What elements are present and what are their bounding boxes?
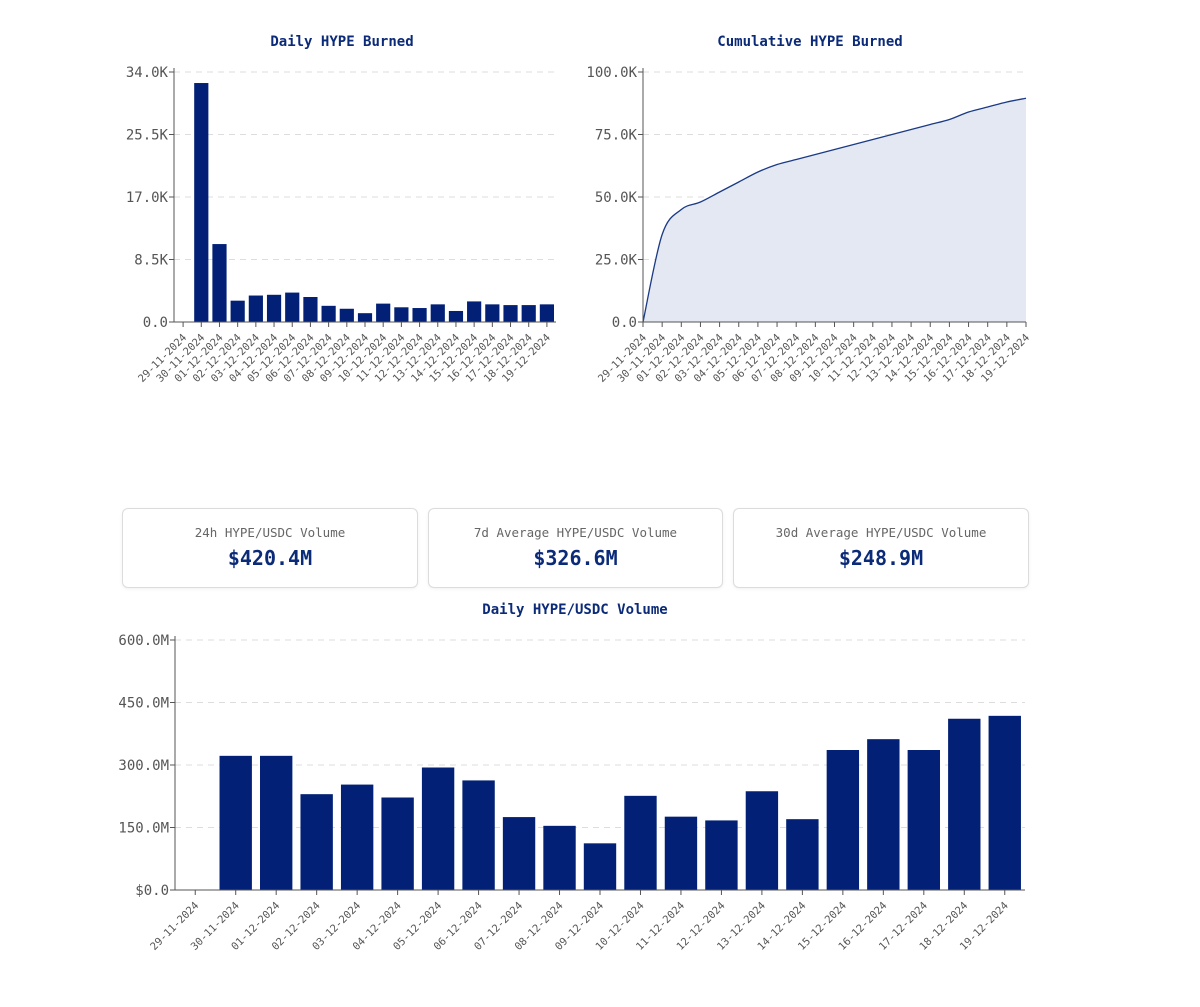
y-tick-label: 50.0K [595, 190, 638, 206]
stat-card-24h: 24h HYPE/USDC Volume $420.4M [122, 508, 418, 588]
daily-volume-chart: $0.0150.0M300.0M450.0M600.0M29-11-202430… [118, 633, 1025, 953]
bar [339, 308, 354, 322]
stat-label-7d: 7d Average HYPE/USDC Volume [473, 525, 678, 540]
bar [219, 755, 252, 890]
y-tick-label: 0.0 [612, 315, 637, 331]
daily-burn-chart: 0.08.5K17.0K25.5K34.0K29-11-202430-11-20… [126, 65, 556, 385]
area-fill [643, 98, 1026, 322]
bar [340, 784, 374, 890]
bar [248, 295, 263, 322]
bar [321, 305, 336, 322]
bar [260, 755, 293, 890]
bar [212, 244, 227, 322]
stat-label-30d: 30d Average HYPE/USDC Volume [775, 525, 987, 540]
bar [266, 294, 282, 322]
bar [664, 816, 698, 890]
bar [357, 313, 373, 322]
bar [448, 310, 464, 322]
bar [421, 767, 455, 890]
y-tick-label: 300.0M [118, 758, 169, 774]
bar [988, 715, 1021, 890]
y-tick-label: 25.5K [126, 128, 169, 144]
bar [485, 304, 500, 322]
cumulative-burn-title: Cumulative HYPE Burned [717, 34, 903, 50]
y-tick-label: 8.5K [134, 253, 168, 269]
bar [907, 750, 940, 890]
y-tick-label: 25.0K [595, 253, 638, 269]
bar [303, 297, 318, 322]
bar [412, 308, 427, 322]
cumulative-burn-chart: 0.025.0K50.0K75.0K100.0K29-11-202430-11-… [586, 65, 1032, 385]
y-tick-label: 75.0K [595, 128, 638, 144]
stat-value-24h: $420.4M [227, 546, 313, 570]
bar [394, 307, 409, 322]
bar [230, 300, 245, 322]
bar [745, 791, 779, 890]
bar [194, 83, 209, 322]
bar [502, 817, 536, 890]
bar [430, 304, 445, 322]
bar [467, 301, 482, 322]
stat-card-7d: 7d Average HYPE/USDC Volume $326.6M [428, 508, 723, 588]
stat-value-7d: $326.6M [533, 546, 618, 570]
y-tick-label: 34.0K [126, 65, 169, 81]
stat-card-30d: 30d Average HYPE/USDC Volume $248.9M [733, 508, 1029, 588]
bar [376, 303, 391, 322]
y-tick-label: 150.0M [118, 821, 169, 837]
y-tick-label: 450.0M [118, 696, 169, 712]
y-tick-label: 100.0K [586, 65, 637, 81]
stat-value-30d: $248.9M [838, 546, 924, 570]
bar [503, 305, 518, 322]
bar [826, 750, 860, 890]
bar [285, 292, 300, 322]
daily-volume-title: Daily HYPE/USDC Volume [482, 602, 668, 618]
bar [300, 794, 333, 890]
y-tick-label: 17.0K [126, 190, 169, 206]
bar [705, 820, 738, 890]
bar [539, 304, 554, 322]
bar [583, 843, 617, 890]
series-line [642, 97, 1027, 323]
y-tick-label: 600.0M [118, 633, 169, 649]
stat-label-24h: 24h HYPE/USDC Volume [194, 525, 346, 540]
bar [948, 718, 981, 890]
daily-burn-title: Daily HYPE Burned [270, 34, 414, 50]
bar [521, 305, 536, 322]
bar [381, 797, 414, 890]
bar [462, 780, 495, 890]
y-tick-label: $0.0 [135, 883, 169, 899]
bar [624, 795, 657, 890]
bar [867, 739, 900, 890]
y-tick-label: 0.0 [143, 315, 168, 331]
bar [543, 825, 576, 890]
bar [786, 819, 819, 890]
